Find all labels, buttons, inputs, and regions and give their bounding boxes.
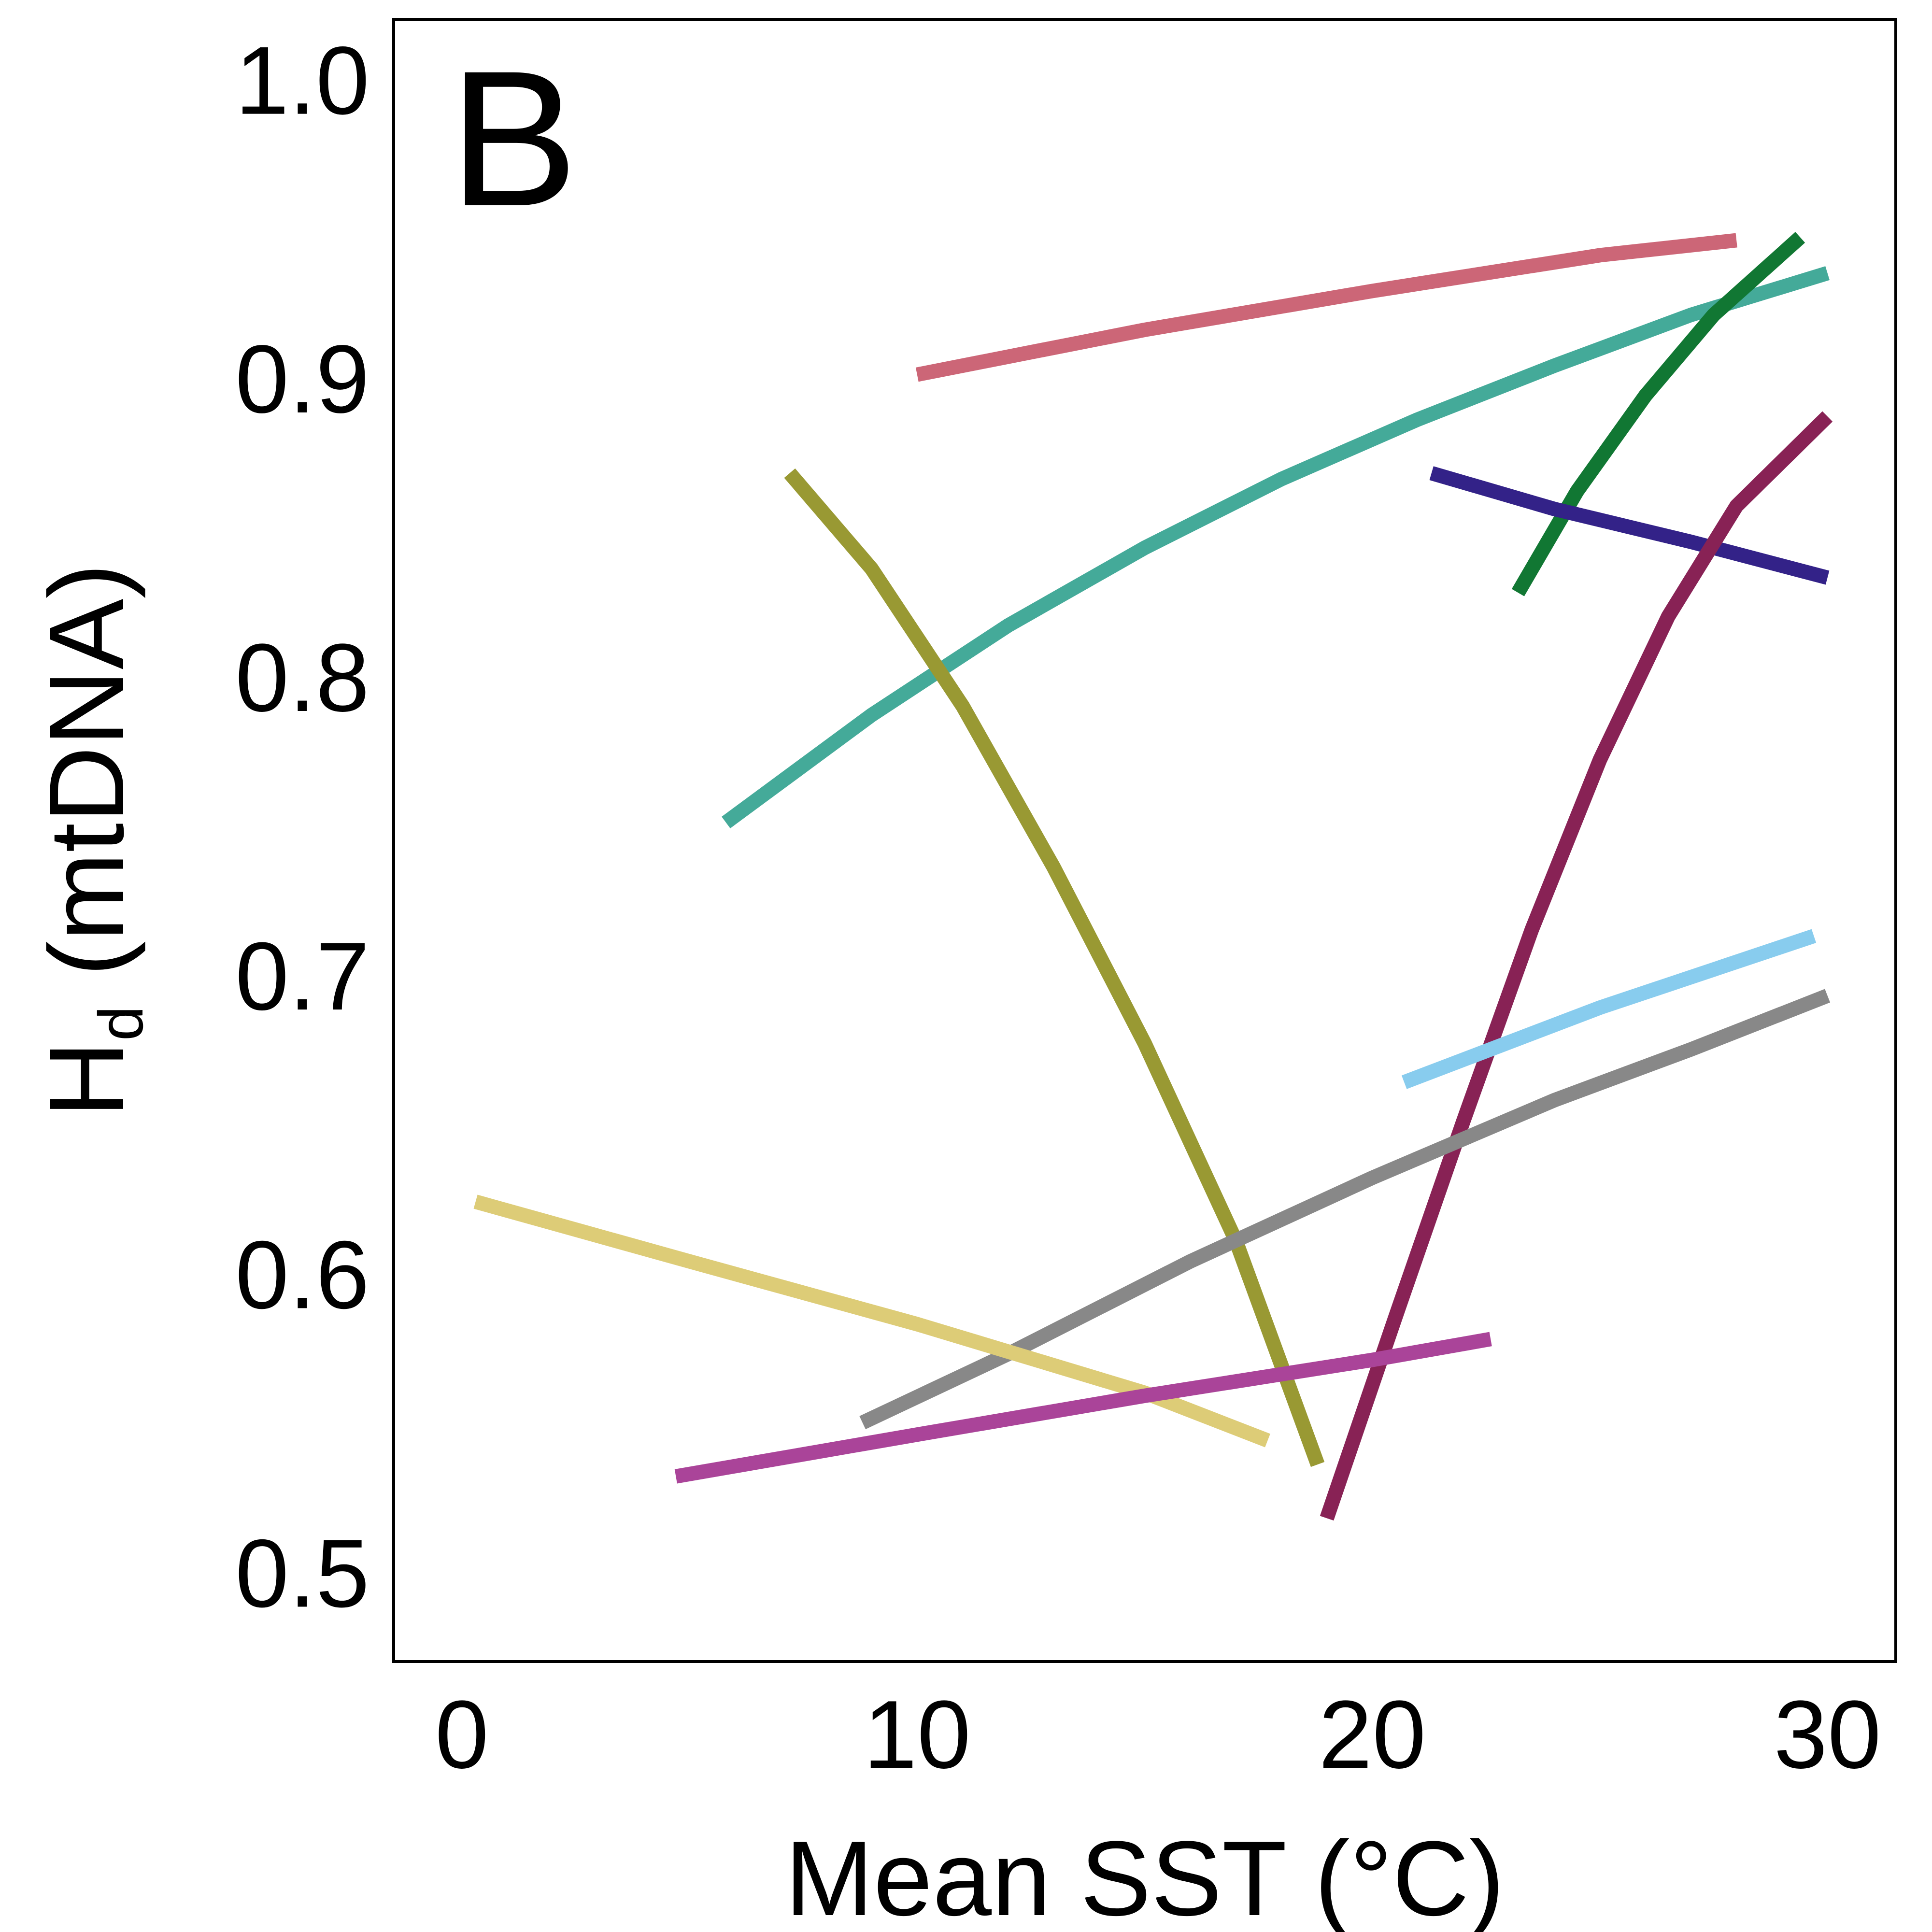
y-axis-ticks: 0.5 0.6 0.7 0.8 0.9 1.0 (235, 27, 369, 1628)
y-axis-title-rest: (mtDNA) (27, 563, 146, 1006)
y-axis-title-main: H (27, 1041, 146, 1118)
y-tick-label: 0.5 (235, 1520, 369, 1628)
x-tick-label: 0 (435, 1681, 489, 1789)
series-line-1 (915, 233, 1737, 382)
series-line-4 (1429, 466, 1830, 585)
x-tick-label: 10 (864, 1681, 971, 1789)
plot-frame (392, 18, 1897, 1663)
y-axis-title-subscript: d (85, 1006, 156, 1041)
x-axis-title: Mean SST (°C) (785, 1819, 1505, 1932)
y-tick-label: 0.6 (235, 1221, 369, 1329)
series-line-7 (1401, 929, 1817, 1089)
x-tick-label: 30 (1774, 1681, 1881, 1789)
y-tick-label: 1.0 (235, 27, 369, 135)
series-group (473, 232, 1833, 1521)
series-line-9 (473, 1194, 1270, 1448)
x-tick-label: 20 (1319, 1681, 1426, 1789)
y-tick-label: 0.9 (235, 326, 369, 433)
x-axis-ticks: 0 10 20 30 (435, 1681, 1881, 1789)
series-line-3 (1511, 232, 1805, 597)
y-tick-label: 0.7 (235, 923, 369, 1030)
y-tick-label: 0.8 (235, 624, 369, 732)
y-axis-title: Hd (mtDNA) (27, 563, 156, 1118)
series-line-10 (674, 1332, 1492, 1484)
series-line-5 (1320, 411, 1833, 1521)
panel-label: B (449, 30, 578, 246)
series-line-2 (722, 266, 1830, 828)
